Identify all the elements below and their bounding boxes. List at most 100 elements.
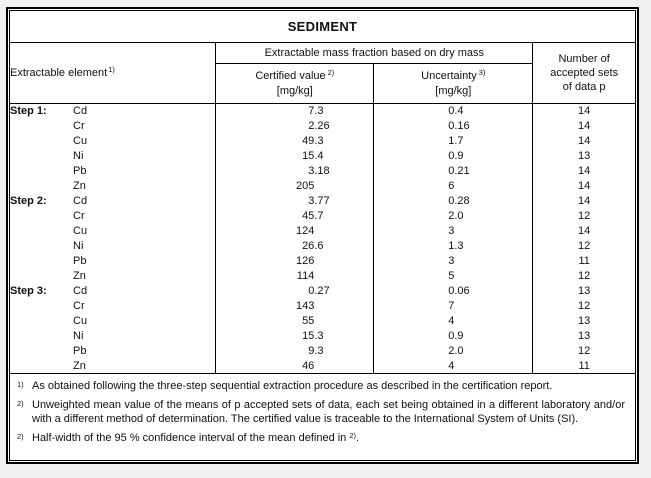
certified-value-cell: 45.7 <box>215 208 375 224</box>
value-integer-part: 2 <box>448 210 455 222</box>
footnote-ref-1: 1) <box>108 65 115 74</box>
header-extractable-element: Extractable element1) <box>8 42 217 104</box>
value-integer-part: 124 <box>295 225 315 237</box>
certified-value-cell: 124 <box>215 223 375 239</box>
footnotes-row: 1) As obtained following the three-step s… <box>9 373 636 461</box>
element-cell: Pb <box>8 253 217 269</box>
uncertainty-line: Uncertainty 3) <box>375 68 532 84</box>
element-cell: Zn <box>8 178 217 194</box>
value-integer-part: 4 <box>448 315 455 327</box>
value-fraction-part: .16 <box>454 120 470 132</box>
table-row: Ni 26.6 1.3 12 <box>8 238 636 254</box>
element-symbol: Pb <box>73 255 87 267</box>
header-mass-fraction-group: Extractable mass fraction based on dry m… <box>215 42 534 64</box>
value-integer-part: 126 <box>295 255 315 267</box>
table-title: SEDIMENT <box>9 10 636 43</box>
element-symbol: Cr <box>73 210 85 222</box>
table-row: Cu 124 3 14 <box>8 223 636 239</box>
accepted-sets-cell: 13 <box>532 148 636 164</box>
value-integer-part: 3 <box>448 255 455 267</box>
element-symbol: Cd <box>73 195 88 207</box>
element-cell: Cr <box>8 298 217 314</box>
element-symbol: Cu <box>73 315 88 327</box>
certified-value-cell: 126 <box>215 253 375 269</box>
value-integer-part: 6 <box>448 180 455 192</box>
value-integer-part: 0 <box>448 285 455 297</box>
value-fraction-part: .7 <box>314 210 324 222</box>
element-symbol: Ni <box>73 150 84 162</box>
value-integer-part: 0 <box>448 150 455 162</box>
footnote-text: Unweighted mean value of the means of p … <box>32 398 625 426</box>
accepted-sets-cell: 14 <box>532 133 636 149</box>
table-row: Pb 3.18 0.21 14 <box>8 163 636 179</box>
value-fraction-part: .3 <box>454 240 464 252</box>
footnote: 1) As obtained following the three-step s… <box>14 379 627 394</box>
table-row: Step 2: Cd 3.77 0.28 14 <box>8 193 636 209</box>
element-cell: Cu <box>8 313 217 329</box>
value-integer-part: 0 <box>448 105 455 118</box>
element-symbol: Cu <box>73 135 88 147</box>
element-symbol: Ni <box>73 240 84 252</box>
uncertainty-cell: 0.21 <box>373 163 534 179</box>
footnotes-container: 1) As obtained following the three-step s… <box>14 379 627 446</box>
uncertainty-cell: 2.0 <box>373 208 534 224</box>
table-row: Cr 143 7 12 <box>8 298 636 314</box>
element-cell: Cu <box>8 133 217 149</box>
accepted-sets-cell: 14 <box>532 193 636 209</box>
footnote-marker: 2) <box>17 431 24 441</box>
uncertainty-cell: 5 <box>373 268 534 284</box>
header-group-row: Extractable element1) Extractable mass f… <box>8 42 636 104</box>
element-cell: Ni <box>8 148 217 164</box>
header-uncertainty: Uncertainty 3) [mg/kg] <box>373 63 534 104</box>
value-integer-part: 15 <box>302 150 315 162</box>
value-fraction-part: .3 <box>314 345 324 357</box>
element-symbol: Cd <box>73 285 88 297</box>
element-symbol: Pb <box>73 165 87 177</box>
value-fraction-part: .18 <box>314 165 330 177</box>
table-row: Pb 9.3 2.0 12 <box>8 343 636 359</box>
accepted-sets-cell: 12 <box>532 343 636 359</box>
uncertainty-cell: 0.16 <box>373 118 534 134</box>
table-row: Pb 126 3 11 <box>8 253 636 269</box>
value-integer-part: 7 <box>308 105 315 118</box>
table-row: Ni 15.4 0.9 13 <box>8 148 636 164</box>
footnote-ref-2: 2) <box>327 68 335 77</box>
certified-value-cell: 205 <box>215 178 375 194</box>
step-label: Step 2: <box>10 195 47 207</box>
certified-value-unit: [mg/kg] <box>276 85 313 97</box>
table-title-row: SEDIMENT <box>9 10 636 43</box>
accepted-sets-cell: 14 <box>532 118 636 134</box>
value-integer-part: 2 <box>308 120 315 132</box>
value-integer-part: 205 <box>295 180 315 192</box>
value-integer-part: 7 <box>448 300 455 312</box>
extractable-element-label: Extractable element <box>10 67 108 79</box>
table-row: Cu 55 4 13 <box>8 313 636 329</box>
value-fraction-part: .3 <box>314 135 324 147</box>
footnotes-cell: 1) As obtained following the three-step s… <box>9 373 636 461</box>
element-symbol: Zn <box>73 180 86 192</box>
value-integer-part: 5 <box>448 270 455 282</box>
footnote: 2) Unweighted mean value of the means of … <box>14 398 627 427</box>
uncertainty-label: Uncertainty <box>421 70 477 82</box>
element-cell: Cu <box>8 223 217 239</box>
element-cell: Step 1: Cd <box>8 103 217 119</box>
sediment-table: SEDIMENT Extractable element1) Extractab… <box>8 10 636 461</box>
element-cell: Cr <box>8 118 217 134</box>
element-symbol: Cd <box>73 105 88 118</box>
value-fraction-part: .4 <box>454 105 464 118</box>
table-row: Step 1: Cd 7.3 0.4 14 <box>8 103 636 119</box>
accepted-sets-cell: 14 <box>532 163 636 179</box>
value-integer-part: 15 <box>302 330 315 342</box>
step-label: Step 1: <box>10 105 47 118</box>
certified-value-cell: 49.3 <box>215 133 375 149</box>
uncertainty-cell: 2.0 <box>373 343 534 359</box>
header-certified-value: Certified value 2) [mg/kg] <box>215 63 375 104</box>
uncertainty-cell: 1.7 <box>373 133 534 149</box>
footnote-inline-ref: 2) <box>349 430 357 440</box>
element-cell: Step 3: Cd <box>8 283 217 299</box>
value-fraction-part: .21 <box>454 165 470 177</box>
footnote-text: As obtained following the three-step seq… <box>32 380 553 392</box>
value-fraction-part: .9 <box>454 150 464 162</box>
value-fraction-part: .6 <box>314 240 324 252</box>
certified-value-label: Certified value <box>255 70 326 82</box>
